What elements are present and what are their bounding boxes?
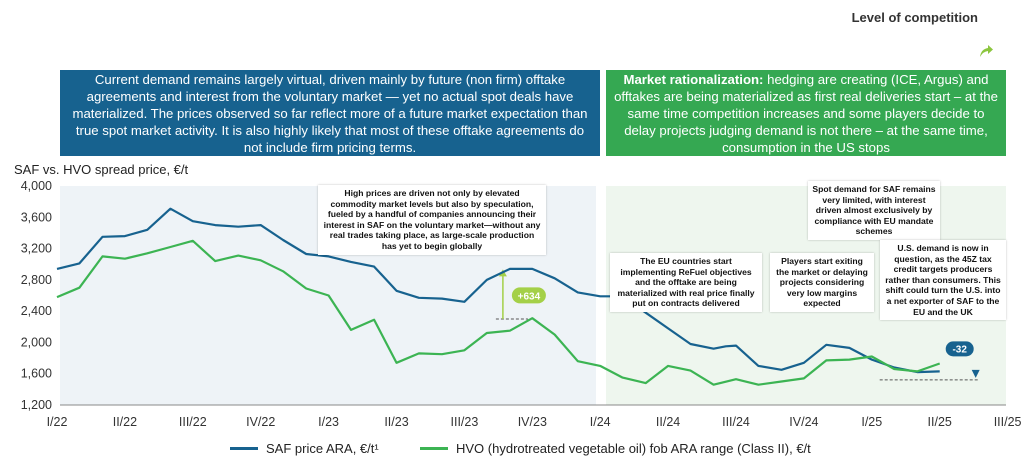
x-tick-label: I/23 bbox=[318, 415, 339, 429]
y-tick-label: 3,600 bbox=[21, 210, 52, 224]
x-tick-label: III/23 bbox=[451, 415, 479, 429]
y-tick-label: 4,000 bbox=[21, 179, 52, 193]
trend-up-arrow-icon bbox=[980, 45, 993, 57]
virtual-demand-banner: Current demand remains largely virtual, … bbox=[60, 70, 600, 156]
legend-saf: SAF price ARA, €/t¹ bbox=[230, 441, 379, 456]
legend-hvo-label: HVO (hydrotreated vegetable oil) fob ARA… bbox=[456, 441, 811, 456]
legend-hvo: HVO (hydrotreated vegetable oil) fob ARA… bbox=[420, 441, 811, 456]
spread-arrow-head-icon bbox=[971, 369, 980, 378]
y-tick-label: 1,600 bbox=[21, 367, 52, 381]
x-tick-label: IV/23 bbox=[518, 415, 547, 429]
chart-title: SAF vs. HVO spread price, €/t bbox=[14, 162, 189, 177]
spread-pill bbox=[511, 287, 546, 304]
annotation-players-exit: Players start exiting the market or dela… bbox=[770, 253, 874, 312]
x-tick-label: I/25 bbox=[861, 415, 882, 429]
y-tick-label: 2,400 bbox=[21, 304, 52, 318]
spread-pill-label: -32 bbox=[952, 344, 967, 355]
annotation-spot-demand: Spot demand for SAF remains very limited… bbox=[808, 181, 940, 240]
market-rationalization-heading: Market rationalization: bbox=[623, 71, 764, 87]
x-tick-label: II/23 bbox=[384, 415, 408, 429]
legend-saf-label: SAF price ARA, €/t¹ bbox=[266, 441, 379, 456]
x-tick-label: I/24 bbox=[590, 415, 611, 429]
x-tick-label: III/22 bbox=[179, 415, 207, 429]
x-tick-label: III/24 bbox=[722, 415, 750, 429]
x-tick-label: II/22 bbox=[113, 415, 137, 429]
y-tick-label: 1,200 bbox=[21, 398, 52, 412]
x-tick-label: II/24 bbox=[656, 415, 680, 429]
x-tick-label: I/22 bbox=[47, 415, 68, 429]
y-tick-label: 3,200 bbox=[21, 242, 52, 256]
x-tick-label: IV/24 bbox=[789, 415, 818, 429]
x-tick-label: III/25 bbox=[994, 415, 1022, 429]
saf-price-line bbox=[56, 207, 940, 374]
annotation-speculation: High prices are driven not only by eleva… bbox=[318, 185, 546, 255]
virtual-demand-text: Current demand remains largely virtual, … bbox=[72, 71, 588, 155]
legend-hvo-swatch bbox=[420, 447, 448, 450]
y-tick-label: 2,800 bbox=[21, 273, 52, 287]
x-tick-label: II/25 bbox=[928, 415, 952, 429]
y-tick-label: 2,000 bbox=[21, 335, 52, 349]
spread-pill bbox=[945, 341, 974, 357]
x-tick-label: IV/22 bbox=[246, 415, 275, 429]
annotation-us-demand: U.S. demand is now in question, as the 4… bbox=[880, 240, 1006, 321]
legend-saf-swatch bbox=[230, 447, 258, 450]
hvo-price-line bbox=[56, 239, 941, 386]
spread-pill-label: +634 bbox=[518, 291, 541, 302]
annotation-eu-refuel: The EU countries start implementing ReFu… bbox=[610, 253, 762, 312]
level-of-competition-label: Level of competition bbox=[851, 10, 978, 25]
market-rationalization-body: hedging are creating (ICE, Argus) and of… bbox=[614, 71, 998, 155]
market-rationalization-banner: Market rationalization: hedging are crea… bbox=[606, 70, 1006, 156]
market-rationalization-text: Market rationalization: hedging are crea… bbox=[614, 71, 998, 156]
